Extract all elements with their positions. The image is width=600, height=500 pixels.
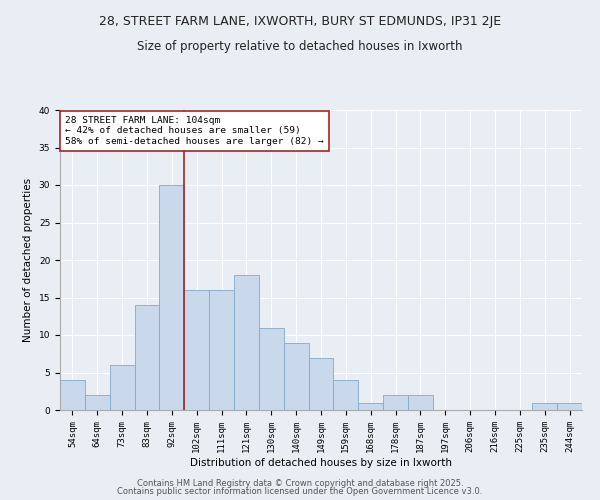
X-axis label: Distribution of detached houses by size in Ixworth: Distribution of detached houses by size … (190, 458, 452, 468)
Bar (234, 275, 259, 410)
Text: 28, STREET FARM LANE, IXWORTH, BURY ST EDMUNDS, IP31 2JE: 28, STREET FARM LANE, IXWORTH, BURY ST E… (99, 15, 501, 28)
Text: Contains public sector information licensed under the Open Government Licence v3: Contains public sector information licen… (118, 487, 482, 496)
Bar (160, 185, 184, 410)
Bar (308, 358, 334, 410)
Bar (259, 328, 284, 410)
Bar (557, 402, 582, 410)
Bar (184, 290, 209, 410)
Bar (334, 380, 358, 410)
Bar (209, 290, 234, 410)
Y-axis label: Number of detached properties: Number of detached properties (23, 178, 33, 342)
Text: Size of property relative to detached houses in Ixworth: Size of property relative to detached ho… (137, 40, 463, 53)
Bar (110, 365, 134, 410)
Bar (284, 342, 308, 410)
Bar (85, 395, 110, 410)
Text: Contains HM Land Registry data © Crown copyright and database right 2025.: Contains HM Land Registry data © Crown c… (137, 478, 463, 488)
Bar (60, 380, 85, 410)
Bar (134, 305, 160, 410)
Text: 28 STREET FARM LANE: 104sqm
← 42% of detached houses are smaller (59)
58% of sem: 28 STREET FARM LANE: 104sqm ← 42% of det… (65, 116, 324, 146)
Bar (532, 402, 557, 410)
Bar (408, 395, 433, 410)
Bar (358, 402, 383, 410)
Bar (383, 395, 408, 410)
